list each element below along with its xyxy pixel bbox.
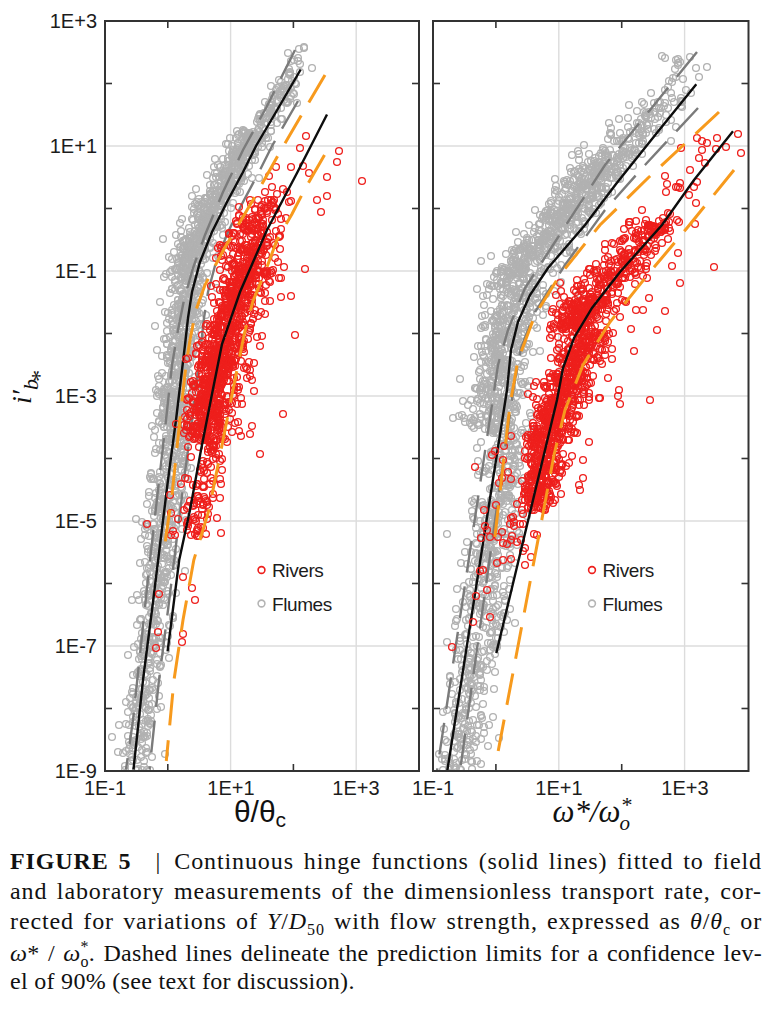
svg-text:Flumes: Flumes xyxy=(603,594,663,615)
svg-text:Flumes: Flumes xyxy=(272,594,332,615)
svg-text:ω*/ω*o: ω*/ω*o xyxy=(553,792,632,835)
svg-text:1E+3: 1E+3 xyxy=(661,777,708,799)
svg-text:1E-3: 1E-3 xyxy=(55,385,97,407)
svg-text:1E+3: 1E+3 xyxy=(332,777,379,799)
svg-text:1E-7: 1E-7 xyxy=(55,635,97,657)
svg-text:1E+3: 1E+3 xyxy=(50,10,97,32)
svg-text:1E+1: 1E+1 xyxy=(50,135,97,157)
svg-text:1E-1: 1E-1 xyxy=(55,260,97,282)
svg-text:1E-1: 1E-1 xyxy=(84,777,126,799)
svg-text:1E-5: 1E-5 xyxy=(55,510,97,532)
svg-text:Rivers: Rivers xyxy=(603,560,654,581)
svg-text:Rivers: Rivers xyxy=(272,560,323,581)
svg-text:1E-1: 1E-1 xyxy=(412,777,454,799)
